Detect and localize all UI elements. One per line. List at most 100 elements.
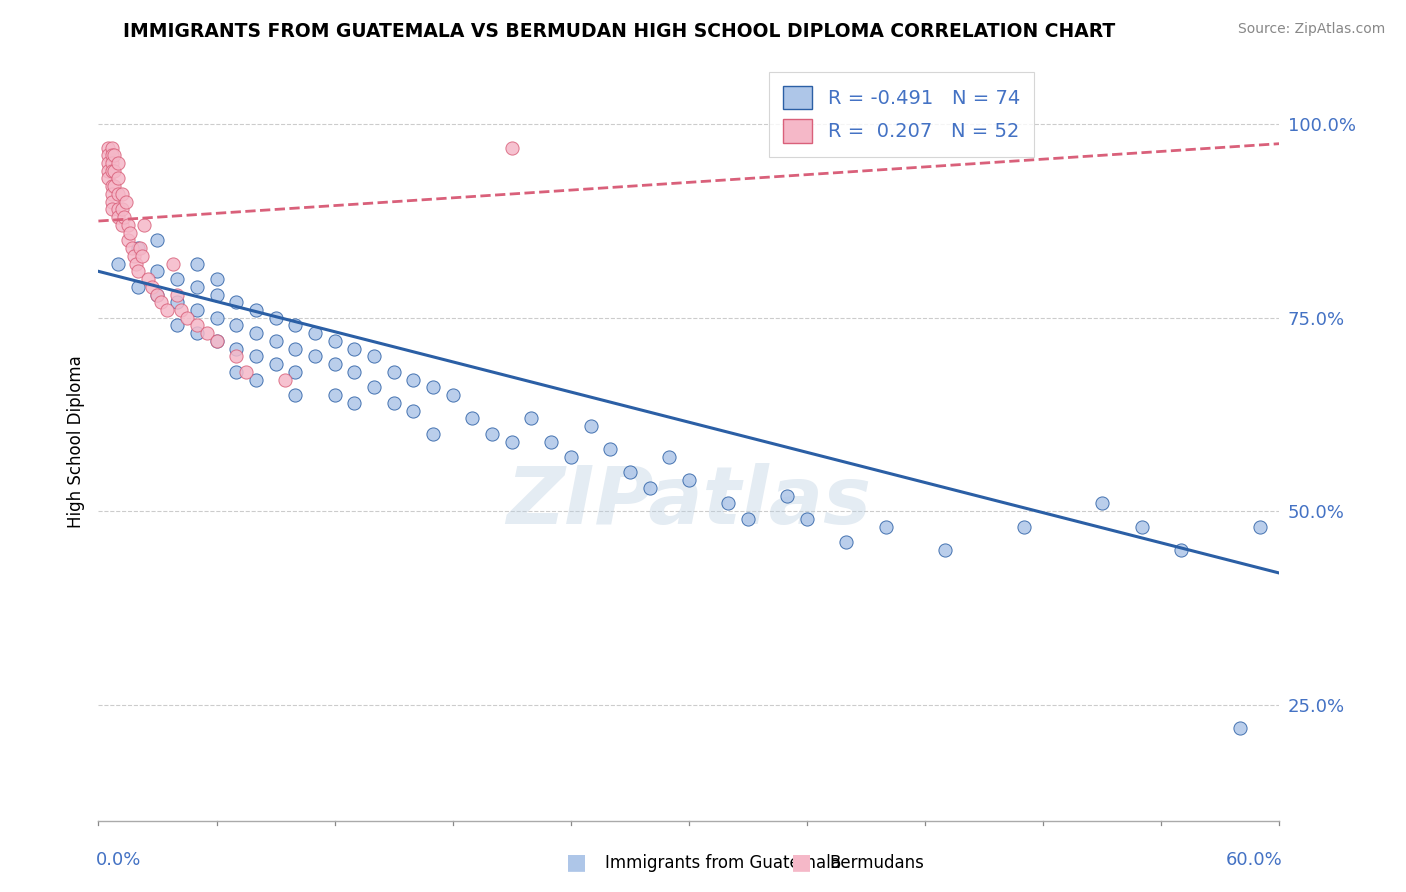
- Text: 60.0%: 60.0%: [1226, 851, 1282, 869]
- Text: 0.0%: 0.0%: [96, 851, 141, 869]
- Point: [186, 318, 208, 333]
- Point: [170, 303, 193, 318]
- Point: [112, 210, 135, 224]
- Point: [186, 303, 208, 318]
- Point: [146, 233, 169, 247]
- Point: [1012, 519, 1035, 533]
- Point: [619, 466, 641, 480]
- Point: [186, 257, 208, 271]
- Text: IMMIGRANTS FROM GUATEMALA VS BERMUDAN HIGH SCHOOL DIPLOMA CORRELATION CHART: IMMIGRANTS FROM GUATEMALA VS BERMUDAN HI…: [122, 22, 1115, 41]
- Point: [304, 350, 326, 364]
- Point: [441, 388, 464, 402]
- Point: [245, 303, 267, 318]
- Point: [166, 318, 188, 333]
- Point: [101, 156, 124, 170]
- Point: [118, 226, 141, 240]
- Point: [363, 350, 385, 364]
- Point: [776, 489, 799, 503]
- Point: [284, 342, 307, 356]
- Text: ZIPatlas: ZIPatlas: [506, 463, 872, 541]
- Point: [103, 163, 125, 178]
- Point: [245, 373, 267, 387]
- Point: [205, 334, 228, 348]
- Point: [284, 388, 307, 402]
- Point: [156, 303, 179, 318]
- Point: [678, 473, 700, 487]
- Point: [1249, 519, 1271, 533]
- Point: [264, 310, 287, 325]
- Point: [122, 249, 145, 263]
- Point: [540, 434, 562, 449]
- Point: [107, 210, 129, 224]
- Point: [205, 334, 228, 348]
- Point: [166, 272, 188, 286]
- Point: [127, 264, 149, 278]
- Point: [274, 373, 297, 387]
- Point: [205, 287, 228, 301]
- Point: [402, 403, 425, 417]
- Point: [323, 388, 346, 402]
- Point: [107, 171, 129, 186]
- Point: [127, 241, 149, 255]
- Point: [245, 350, 267, 364]
- Point: [323, 357, 346, 371]
- Point: [717, 496, 740, 510]
- Point: [284, 365, 307, 379]
- Point: [101, 202, 124, 217]
- Point: [343, 396, 366, 410]
- Point: [101, 194, 124, 209]
- Point: [103, 148, 125, 162]
- Point: [422, 426, 444, 441]
- Point: [501, 434, 523, 449]
- Point: [125, 257, 148, 271]
- Point: [481, 426, 503, 441]
- Point: [304, 326, 326, 341]
- Point: [560, 450, 582, 464]
- Point: [117, 233, 139, 247]
- Point: [136, 272, 159, 286]
- Point: [146, 287, 169, 301]
- Point: [796, 512, 818, 526]
- Point: [141, 280, 163, 294]
- Point: [382, 396, 405, 410]
- Point: [176, 310, 198, 325]
- Point: [166, 295, 188, 310]
- Point: [205, 272, 228, 286]
- Point: [107, 257, 129, 271]
- Y-axis label: High School Diploma: High School Diploma: [66, 355, 84, 528]
- Point: [128, 241, 150, 255]
- Point: [97, 163, 120, 178]
- Point: [343, 342, 366, 356]
- Point: [343, 365, 366, 379]
- Point: [205, 310, 228, 325]
- Point: [111, 202, 134, 217]
- Point: [111, 186, 134, 201]
- Point: [97, 148, 120, 162]
- Legend: R = -0.491   N = 74, R =  0.207   N = 52: R = -0.491 N = 74, R = 0.207 N = 52: [769, 72, 1033, 157]
- Point: [225, 295, 247, 310]
- Point: [599, 442, 621, 457]
- Point: [97, 156, 120, 170]
- Point: [323, 334, 346, 348]
- Point: [1130, 519, 1153, 533]
- Point: [402, 373, 425, 387]
- Point: [225, 342, 247, 356]
- Point: [934, 542, 956, 557]
- Point: [363, 380, 385, 394]
- Point: [97, 171, 120, 186]
- Text: Bermudans: Bermudans: [830, 855, 924, 872]
- Point: [264, 334, 287, 348]
- Point: [1091, 496, 1114, 510]
- Point: [461, 411, 484, 425]
- Point: [658, 450, 681, 464]
- Point: [579, 419, 602, 434]
- Point: [835, 535, 858, 549]
- Point: [195, 326, 218, 341]
- Point: [520, 411, 543, 425]
- Point: [101, 163, 124, 178]
- Point: [225, 365, 247, 379]
- Text: Immigrants from Guatemala: Immigrants from Guatemala: [605, 855, 841, 872]
- Point: [284, 318, 307, 333]
- Point: [101, 148, 124, 162]
- Text: Source: ZipAtlas.com: Source: ZipAtlas.com: [1237, 22, 1385, 37]
